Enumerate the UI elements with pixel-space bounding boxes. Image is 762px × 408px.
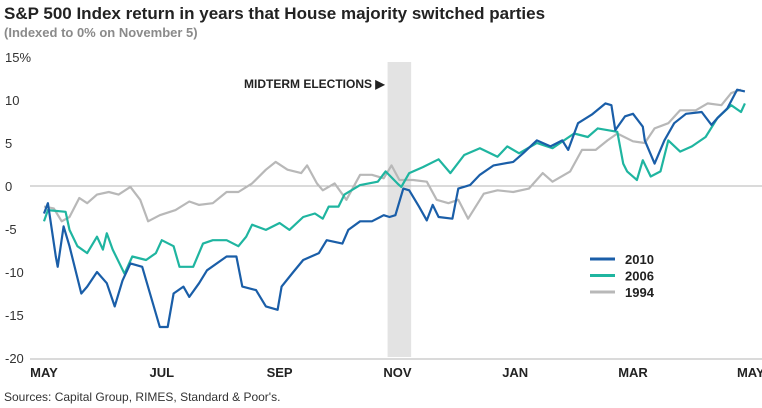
x-tick-label: MAR — [618, 365, 648, 380]
legend-label-1994: 1994 — [625, 285, 655, 300]
election-band — [387, 62, 412, 357]
y-tick-label: 10 — [5, 93, 19, 108]
series-line-2010 — [42, 88, 746, 329]
y-tick-label: -10 — [5, 265, 24, 280]
y-tick-label: -15 — [5, 308, 24, 323]
y-tick-label: 15% — [5, 50, 31, 65]
midterm-elections-label: MIDTERM ELECTIONS ▶ — [244, 77, 385, 91]
y-tick-label: -20 — [5, 351, 24, 366]
x-tick-label: JAN — [502, 365, 528, 380]
chart-title: S&P 500 Index return in years that House… — [4, 4, 546, 23]
y-tick-label: 5 — [5, 136, 12, 151]
x-tick-label: SEP — [267, 365, 293, 380]
legend-label-2010: 2010 — [625, 252, 654, 267]
y-tick-label: -5 — [5, 222, 17, 237]
x-tick-label: MAY — [30, 365, 58, 380]
x-tick-label: JUL — [150, 365, 175, 380]
series-line-2006 — [42, 102, 746, 275]
x-tick-label: NOV — [383, 365, 412, 380]
y-tick-label: 0 — [5, 179, 12, 194]
chart-source: Sources: Capital Group, RIMES, Standard … — [4, 390, 281, 404]
legend-label-2006: 2006 — [625, 269, 654, 284]
chart-subtitle: (Indexed to 0% on November 5) — [4, 25, 198, 40]
x-tick-label: MAY — [737, 365, 762, 380]
